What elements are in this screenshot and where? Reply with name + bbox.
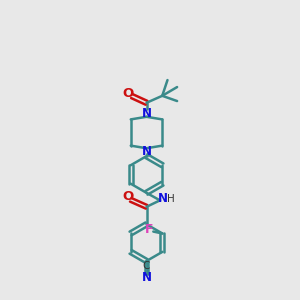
Text: N: N [142, 145, 152, 158]
Text: N: N [142, 271, 152, 284]
Text: N: N [142, 107, 152, 120]
Text: N: N [158, 192, 168, 205]
Text: F: F [145, 224, 154, 236]
Text: O: O [122, 87, 134, 100]
Text: H: H [167, 194, 174, 205]
Text: C: C [143, 261, 150, 271]
Text: O: O [123, 190, 134, 203]
